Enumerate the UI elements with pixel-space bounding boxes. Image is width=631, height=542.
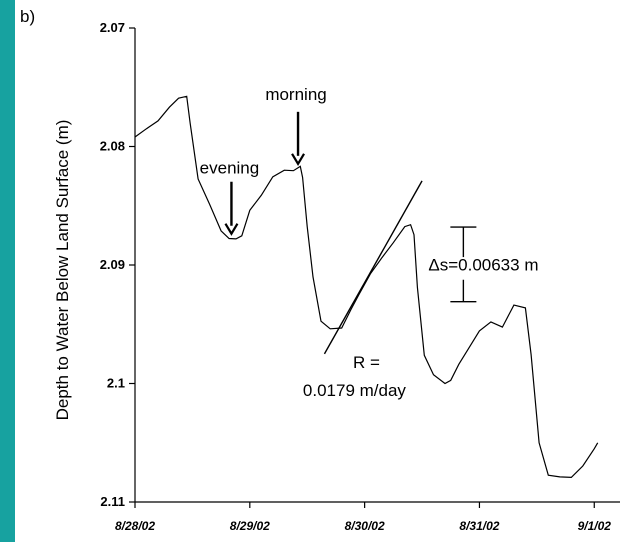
slope-label-r: R = xyxy=(353,353,380,372)
morning-label: morning xyxy=(265,85,326,104)
y-tick-label: 2.1 xyxy=(107,376,125,391)
series-line xyxy=(134,95,599,479)
teal-side-bar xyxy=(0,0,15,542)
axes xyxy=(134,28,620,503)
x-tick-label: 8/30/02 xyxy=(345,519,385,533)
trend-line xyxy=(323,180,423,355)
y-ticks: 2.07 2.08 2.09 2.1 2.11 xyxy=(100,20,135,509)
x-ticks: 8/28/02 8/29/02 8/30/02 8/31/02 9/1/02 xyxy=(115,502,611,533)
delta-bracket xyxy=(450,226,477,303)
y-tick-label: 2.08 xyxy=(100,139,125,154)
y-tick-label: 2.09 xyxy=(100,257,125,272)
panel-label: b) xyxy=(20,7,35,26)
y-tick-label: 2.07 xyxy=(100,20,125,35)
y-axis-title: Depth to Water Below Land Surface (m) xyxy=(53,120,72,421)
y-tick-label: 2.11 xyxy=(100,494,125,509)
slope-label-value: 0.0179 m/day xyxy=(303,381,407,400)
delta-label: Δs=0.00633 m xyxy=(428,255,538,274)
evening-label: evening xyxy=(200,159,260,178)
annotation-arrows xyxy=(224,111,305,236)
x-tick-label: 8/29/02 xyxy=(230,519,270,533)
x-tick-label: 8/31/02 xyxy=(459,519,499,533)
evening-arrow-head xyxy=(224,223,239,236)
x-tick-label: 8/28/02 xyxy=(115,519,155,533)
morning-arrow-head xyxy=(291,153,305,166)
x-tick-label: 9/1/02 xyxy=(578,519,612,533)
